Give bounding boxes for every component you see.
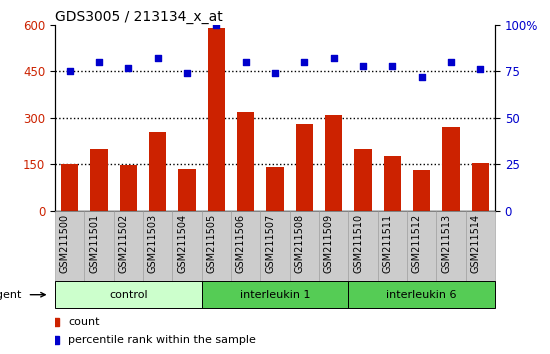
Text: GSM211502: GSM211502: [118, 214, 128, 273]
Bar: [178, 169, 196, 211]
Bar: [383, 156, 401, 211]
Text: GSM211505: GSM211505: [206, 214, 216, 273]
Bar: [378, 211, 407, 281]
Text: count: count: [68, 317, 100, 327]
Bar: [266, 167, 284, 211]
Text: GSM211500: GSM211500: [59, 214, 70, 273]
Text: GSM211512: GSM211512: [411, 214, 422, 273]
Bar: [207, 28, 225, 211]
Bar: [290, 211, 319, 281]
Point: [271, 70, 279, 76]
Bar: [237, 112, 255, 211]
Bar: [119, 165, 137, 211]
Point: [388, 63, 397, 68]
Bar: [149, 132, 167, 211]
Bar: [90, 149, 108, 211]
Bar: [55, 281, 202, 308]
Point: [65, 68, 74, 74]
Text: GSM211510: GSM211510: [353, 214, 363, 273]
Text: GSM211508: GSM211508: [294, 214, 304, 273]
Bar: [55, 211, 84, 281]
Point: [417, 74, 426, 80]
Text: GSM211503: GSM211503: [147, 214, 158, 273]
Point: [124, 65, 133, 70]
Bar: [466, 211, 495, 281]
Bar: [319, 211, 348, 281]
Bar: [295, 124, 313, 211]
Bar: [348, 211, 378, 281]
Text: percentile rank within the sample: percentile rank within the sample: [68, 335, 256, 345]
Text: GSM211509: GSM211509: [323, 214, 334, 273]
Bar: [354, 149, 372, 211]
Bar: [413, 170, 431, 211]
Bar: [442, 127, 460, 211]
Text: GSM211501: GSM211501: [89, 214, 99, 273]
Bar: [172, 211, 202, 281]
Bar: [471, 162, 489, 211]
Bar: [348, 281, 495, 308]
Bar: [61, 164, 79, 211]
Bar: [143, 211, 172, 281]
Bar: [407, 211, 436, 281]
Text: GSM211514: GSM211514: [470, 214, 480, 273]
Bar: [84, 211, 114, 281]
Point: [447, 59, 455, 65]
Text: GDS3005 / 213134_x_at: GDS3005 / 213134_x_at: [55, 10, 223, 24]
Bar: [231, 211, 260, 281]
Text: control: control: [109, 290, 147, 300]
Bar: [436, 211, 466, 281]
Point: [212, 22, 221, 28]
Text: GSM211513: GSM211513: [441, 214, 451, 273]
Bar: [325, 115, 343, 211]
Bar: [202, 211, 231, 281]
Point: [241, 59, 250, 65]
Text: agent: agent: [0, 290, 22, 300]
Point: [359, 63, 367, 68]
Point: [476, 67, 485, 72]
Bar: [202, 281, 348, 308]
Bar: [260, 211, 290, 281]
Text: GSM211511: GSM211511: [382, 214, 392, 273]
Text: interleukin 6: interleukin 6: [387, 290, 457, 300]
Point: [329, 55, 338, 61]
Text: interleukin 1: interleukin 1: [240, 290, 310, 300]
Point: [95, 59, 103, 65]
Point: [300, 59, 309, 65]
Bar: [114, 211, 143, 281]
Text: GSM211507: GSM211507: [265, 214, 275, 273]
Text: GSM211506: GSM211506: [235, 214, 246, 273]
Text: GSM211504: GSM211504: [177, 214, 187, 273]
Point: [153, 55, 162, 61]
Point: [183, 70, 191, 76]
